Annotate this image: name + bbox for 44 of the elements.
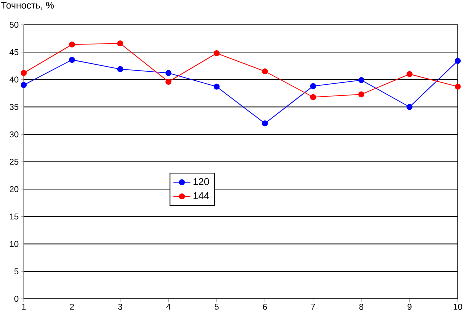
y-tick-label: 40	[10, 76, 19, 83]
x-tick-label: 4	[166, 304, 171, 310]
point	[406, 104, 413, 110]
point	[21, 70, 28, 76]
point	[262, 120, 268, 127]
y-tick-label: 35	[10, 104, 19, 110]
point	[406, 71, 413, 78]
x-tick-label: 7	[311, 304, 316, 310]
y-tick-label: 5	[14, 268, 19, 275]
point	[310, 94, 316, 100]
point	[166, 70, 172, 76]
point	[69, 42, 76, 48]
point	[262, 68, 268, 75]
x-tick-label: 9	[408, 304, 412, 310]
y-tick-label: 15	[10, 214, 19, 220]
y-tick-label: 45	[10, 49, 19, 56]
point	[214, 84, 220, 90]
point	[166, 78, 172, 85]
point	[117, 40, 124, 47]
x-tick-label: 6	[263, 304, 268, 310]
y-tick-label: 20	[10, 186, 19, 192]
x-tick-label: 1	[22, 304, 26, 310]
x-tick-label: 10	[454, 304, 462, 310]
point	[310, 83, 316, 90]
x-tick-label: 8	[360, 304, 364, 310]
point	[455, 84, 462, 90]
x-tick-label: 3	[118, 304, 122, 310]
y-tick-label: 50	[10, 22, 19, 28]
y-tick-label: 25	[10, 159, 19, 165]
point	[69, 57, 76, 64]
point	[358, 92, 365, 98]
legend-label: 120	[194, 178, 210, 186]
point	[358, 77, 365, 84]
point	[21, 82, 28, 88]
legend-label: 144	[194, 192, 210, 200]
point	[214, 50, 220, 56]
x-tick-label: 2	[70, 304, 74, 310]
x-tick-label: 5	[214, 304, 219, 310]
y-axis-title: Точность, %	[1, 2, 54, 10]
y-tick-label: 0	[14, 296, 19, 302]
point	[455, 58, 462, 64]
y-tick-label: 10	[10, 241, 19, 248]
y-tick-label: 30	[10, 132, 19, 138]
point	[117, 66, 124, 72]
